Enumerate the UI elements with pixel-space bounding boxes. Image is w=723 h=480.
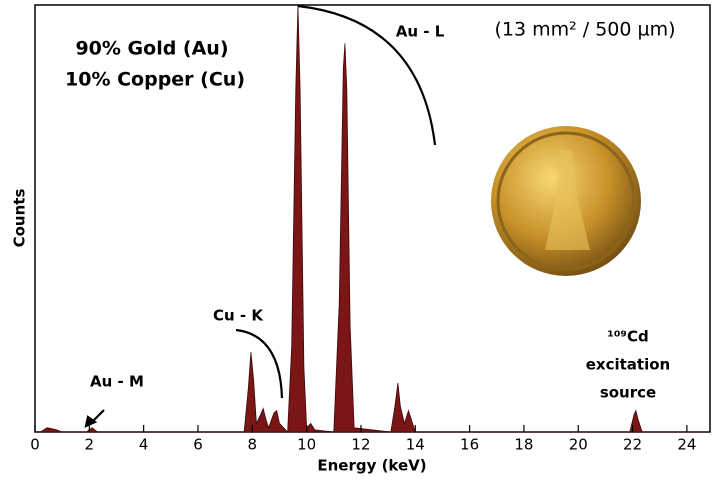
- x-tick-label: 2: [85, 436, 95, 454]
- annotation: source: [600, 384, 656, 402]
- x-tick-label: 0: [30, 436, 40, 454]
- x-tick-label: 24: [677, 436, 696, 454]
- x-tick-label: 8: [248, 436, 258, 454]
- x-tick-label: 20: [569, 436, 588, 454]
- x-tick-label: 10: [297, 436, 316, 454]
- x-tick-label: 4: [139, 436, 149, 454]
- annotation: excitation: [586, 356, 670, 374]
- x-axis-label: Energy (keV): [317, 457, 426, 475]
- annotation: Au - L: [396, 23, 445, 41]
- spectrum-area: [39, 4, 709, 433]
- x-tick-label: 18: [514, 436, 533, 454]
- y-axis-label: Counts: [11, 189, 29, 248]
- annotation: 90% Gold (Au): [75, 38, 228, 60]
- annotation-arcs: [84, 4, 437, 428]
- annotation: 10% Copper (Cu): [65, 69, 245, 91]
- annotation: Cu - K: [213, 307, 264, 325]
- x-tick-label: 22: [623, 436, 642, 454]
- annotation: (13 mm² / 500 µm): [494, 19, 675, 41]
- annotation: Au - M: [90, 373, 144, 391]
- x-tick-label: 12: [351, 436, 370, 454]
- x-tick-label: 6: [193, 436, 203, 454]
- x-tick-label: 16: [460, 436, 479, 454]
- x-tick-label: 14: [406, 436, 425, 454]
- annotation: ¹⁰⁹Cd: [607, 328, 648, 346]
- coin-image: [491, 126, 641, 276]
